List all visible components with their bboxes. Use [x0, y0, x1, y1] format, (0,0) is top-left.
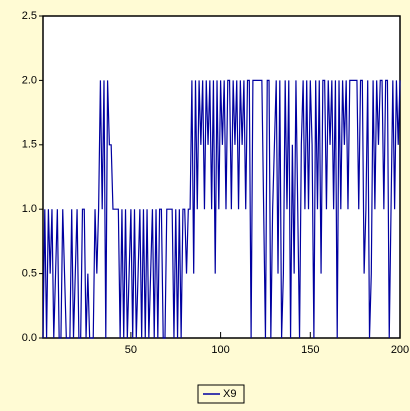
y-tick-label: 1.0	[22, 203, 37, 215]
x-tick-label: 150	[301, 344, 319, 356]
x-tick-label: 50	[125, 344, 137, 356]
legend-label: X9	[223, 388, 236, 400]
data-line	[42, 79, 401, 339]
y-tick-label: 1.5	[22, 139, 37, 151]
y-tick-label: 2.5	[22, 10, 37, 22]
x-tick-label: 200	[391, 344, 409, 356]
y-tick-label: 0.5	[22, 268, 37, 280]
x-tick-label: 100	[211, 344, 229, 356]
y-tick-label: 2.0	[22, 74, 37, 86]
plot-area	[42, 15, 401, 339]
y-tick-label: 0.0	[22, 332, 37, 344]
legend-box	[197, 384, 245, 404]
